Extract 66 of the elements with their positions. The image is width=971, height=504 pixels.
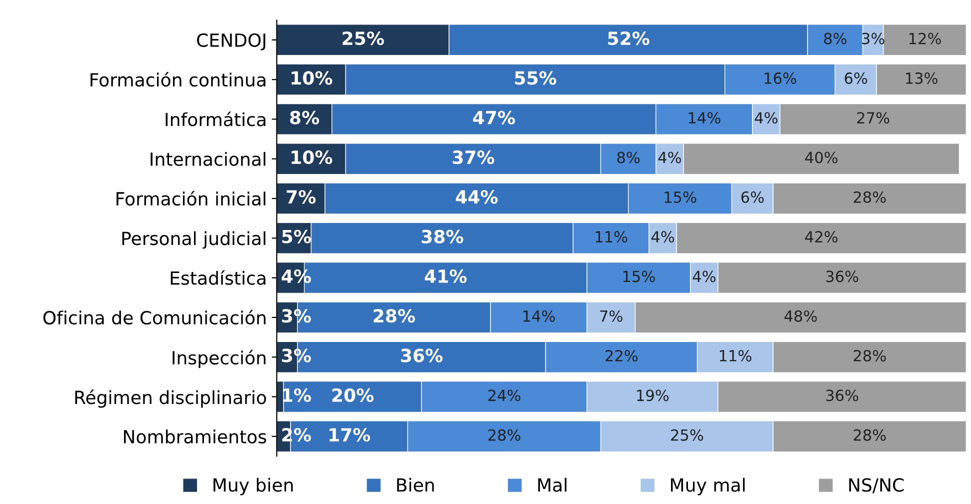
- data-label: 36%: [826, 270, 858, 282]
- data-label: 19%: [637, 390, 669, 402]
- y-tick-label: Personal judicial: [122, 231, 266, 249]
- data-label: 14%: [688, 112, 720, 124]
- data-label: 7%: [286, 190, 316, 204]
- data-label: 24%: [488, 390, 520, 402]
- data-label: 13%: [906, 72, 938, 84]
- data-label: 4%: [754, 112, 778, 124]
- y-tick-label: Formación continua: [90, 72, 266, 87]
- y-tick-label: Régimen disciplinario: [75, 390, 266, 408]
- data-label: 42%: [805, 231, 838, 243]
- data-label: 28%: [488, 429, 520, 441]
- legend-label: Mal: [538, 478, 566, 492]
- data-label: 22%: [606, 350, 638, 362]
- data-label: 28%: [374, 309, 415, 323]
- data-label: 3%: [862, 32, 884, 44]
- data-label: 14%: [523, 310, 555, 322]
- data-label: 12%: [909, 32, 941, 44]
- data-label: 47%: [473, 110, 515, 124]
- legend-label: Muy mal: [670, 478, 745, 496]
- data-label: 10%: [292, 150, 332, 164]
- data-label: 8%: [824, 32, 846, 44]
- y-tick-label: Internacional: [150, 152, 266, 166]
- data-label: 55%: [515, 71, 556, 85]
- data-label: 38%: [422, 230, 464, 244]
- data-label: 40%: [805, 152, 838, 164]
- y-tick-label: Informática: [166, 112, 266, 126]
- data-label: 11%: [720, 350, 752, 362]
- data-label: 27%: [857, 112, 890, 124]
- data-label: 11%: [596, 231, 628, 243]
- data-label: 28%: [854, 191, 886, 203]
- y-tick-label: Inspección: [172, 350, 266, 368]
- legend-label: NS/NC: [849, 478, 904, 494]
- data-label: 8%: [617, 152, 640, 164]
- data-label: 6%: [844, 72, 868, 84]
- data-label: 25%: [342, 31, 384, 46]
- data-label: 6%: [741, 191, 764, 203]
- legend-label: Bien: [397, 478, 434, 492]
- y-tick-label: CENDOJ: [197, 33, 266, 50]
- y-tick-label: Oficina de Comunicación: [43, 310, 266, 325]
- data-label: 10%: [292, 71, 332, 85]
- legend-label: Muy bien: [214, 478, 293, 496]
- data-label: 28%: [854, 429, 886, 441]
- data-label: 8%: [290, 110, 320, 124]
- data-label: 4%: [692, 270, 716, 282]
- data-label: 41%: [424, 269, 467, 284]
- data-label: 15%: [623, 270, 655, 282]
- y-tick-label: Formación inicial: [116, 190, 266, 206]
- data-label: 52%: [608, 31, 650, 46]
- data-label: 4%: [651, 231, 674, 243]
- y-tick-label: Estadística: [170, 270, 266, 285]
- y-tick-label: Nombramientos: [124, 430, 266, 444]
- data-label: 16%: [764, 72, 796, 84]
- data-label: 7%: [600, 310, 622, 322]
- data-label: 25%: [671, 429, 704, 441]
- data-label: 37%: [452, 150, 494, 164]
- data-label: 36%: [826, 390, 858, 402]
- data-label: 48%: [784, 310, 817, 322]
- data-label: 28%: [854, 350, 886, 362]
- data-label: 15%: [664, 191, 696, 203]
- data-label: 44%: [456, 190, 498, 204]
- data-label: 36%: [401, 348, 443, 362]
- data-label: 5%: [282, 230, 311, 244]
- data-label: 20%: [332, 388, 374, 402]
- data-label: 4%: [658, 152, 681, 164]
- data-label: 17%: [330, 428, 370, 442]
